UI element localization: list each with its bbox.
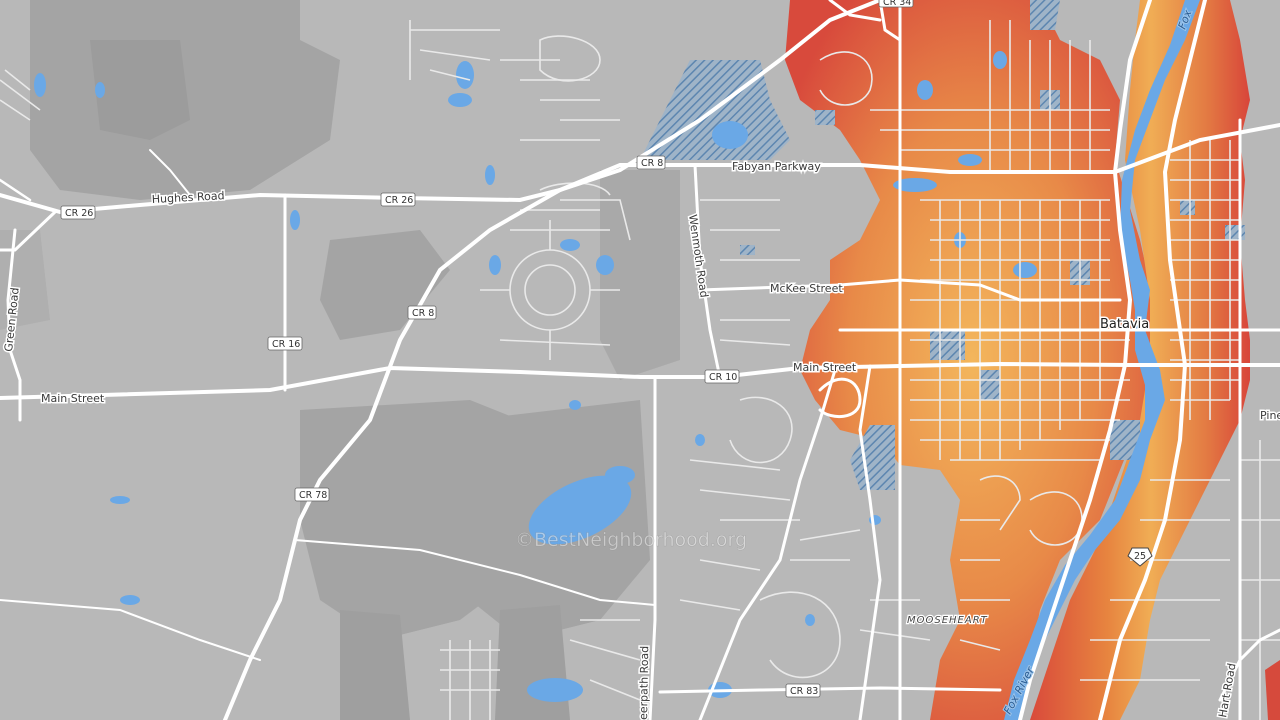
shield-cr26-b: CR 26 [380, 192, 416, 207]
svg-text:25: 25 [1134, 551, 1146, 562]
road-deerpath [648, 375, 657, 720]
svg-text:CR 8: CR 8 [412, 308, 434, 319]
svg-text:CR 34: CR 34 [883, 0, 911, 8]
heatmap-west [785, 0, 1160, 720]
shield-cr78: CR 78 [294, 487, 330, 502]
label-main-street-east: Main Street [793, 361, 857, 374]
label-deerpath-road: eerpath Road [637, 646, 651, 720]
shield-cr16: CR 16 [267, 336, 303, 351]
shield-cr34: CR 34 [878, 0, 914, 8]
road-fabyan [558, 123, 1280, 192]
shield-cr8-a: CR 8 [636, 155, 666, 170]
minor-streets [0, 20, 1280, 720]
svg-text:CR 16: CR 16 [272, 339, 300, 350]
road-wenmoth [693, 163, 722, 380]
ponds [34, 51, 1037, 702]
svg-text:CR 26: CR 26 [65, 208, 93, 219]
dark-land-areas [30, 0, 680, 720]
shield-cr8-b: CR 8 [407, 305, 437, 320]
svg-text:CR 8: CR 8 [641, 158, 663, 169]
label-mooseheart: MOOSEHEART [907, 615, 988, 626]
shield-hwy25: 25 [1127, 547, 1153, 567]
svg-text:CR 26: CR 26 [385, 195, 413, 206]
label-mckee-street: McKee Street [770, 282, 843, 295]
road-green [6, 228, 22, 422]
label-fabyan-parkway: Fabyan Parkway [732, 160, 821, 173]
label-pine: Pine [1260, 409, 1280, 422]
heatmap-southeast [1265, 660, 1280, 720]
shield-cr83: CR 83 [785, 683, 821, 698]
svg-text:CR 83: CR 83 [790, 686, 818, 697]
road-il25 [1018, 0, 1152, 720]
watermark-text: ©BestNeighborhood.org [515, 529, 747, 551]
label-main-street-west: Main Street [41, 392, 105, 405]
shield-cr26-a: CR 26 [60, 205, 96, 220]
shield-cr10: CR 10 [704, 369, 740, 384]
label-hughes-road: Hughes Road [151, 189, 224, 206]
road-mckee [698, 278, 1122, 302]
label-batavia[interactable]: Batavia [1099, 316, 1151, 334]
svg-text:CR 78: CR 78 [299, 490, 327, 501]
road-cr8-diagonal [223, 0, 882, 720]
svg-text:CR 10: CR 10 [709, 372, 737, 383]
road-hughes [0, 188, 562, 215]
